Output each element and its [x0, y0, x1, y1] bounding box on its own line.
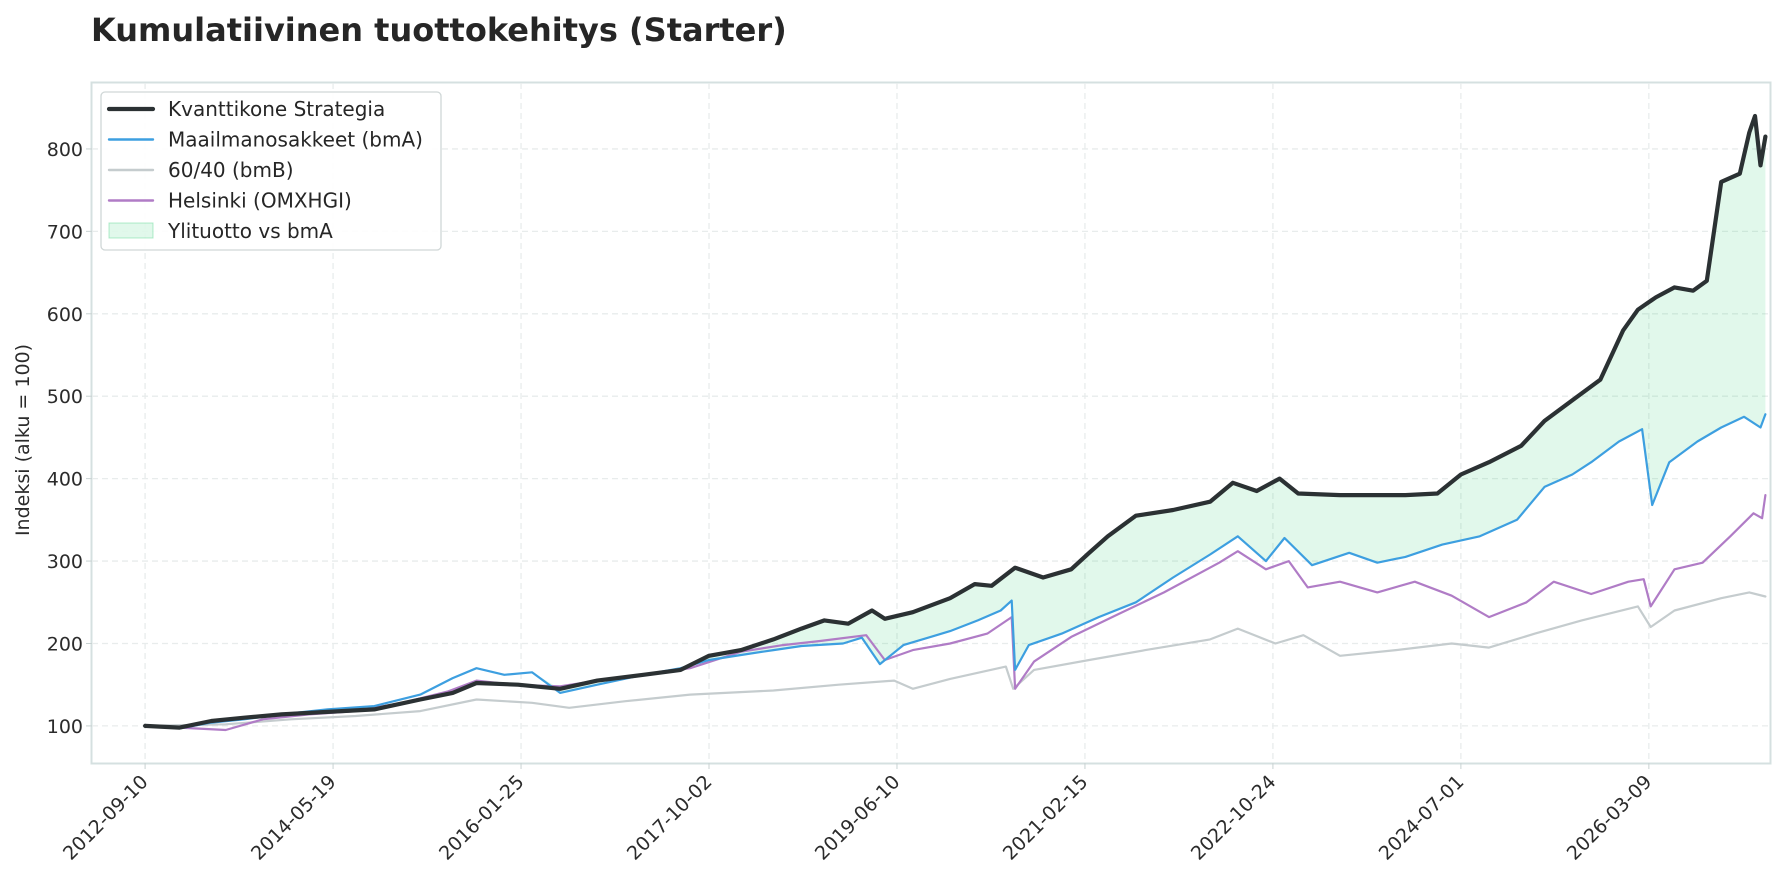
x-tick-label: 2022-10-24	[1187, 771, 1281, 865]
y-tick-label: 400	[47, 469, 83, 491]
y-tick-label: 700	[47, 221, 83, 243]
legend: Kvanttikone Strategia Maailmanosakkeet (b…	[100, 91, 442, 251]
series-line-60-40-bmb	[144, 591, 1767, 728]
legend-label-helsinki-omxhgi: Helsinki (OMXHGI)	[168, 189, 352, 213]
y-axis-label: Indeksi (alku = 100)	[12, 344, 34, 536]
legend-label-kvanttikone-strategia: Kvanttikone Strategia	[168, 97, 385, 121]
x-tick-labels: 2012-09-10 2014-05-19 2016-01-25 2017-10-02…	[59, 763, 1656, 865]
y-tick-label: 100	[47, 716, 83, 738]
y-tick-label: 200	[47, 633, 83, 655]
y-tick-label: 600	[47, 304, 83, 326]
series-line-kvanttikone-strategia	[143, 113, 1768, 730]
x-tick-label: 2021-02-15	[999, 771, 1093, 865]
chart-title: Kumulatiivinen tuottokehitys (Starter)	[91, 11, 787, 49]
y-tick-labels: 100 200 300 400 500 600 700 800	[47, 139, 92, 738]
series-layer	[143, 113, 1768, 732]
x-tick-label: 2012-09-10	[59, 771, 153, 865]
y-tick-label: 300	[47, 551, 83, 573]
legend-label-ylituotto-vs-bma: Ylituotto vs bmA	[167, 219, 333, 243]
legend-box	[100, 91, 442, 251]
legend-swatch-ylituotto-vs-bma	[108, 222, 154, 239]
y-tick-label: 500	[47, 386, 83, 408]
fill-layer	[145, 116, 1766, 729]
legend-label-60-40-bmb: 60/40 (bmB)	[168, 158, 294, 182]
x-tick-label: 2026-03-09	[1563, 771, 1657, 865]
y-tick-label: 800	[47, 139, 83, 161]
x-tick-label: 2016-01-25	[435, 771, 529, 865]
x-tick-label: 2017-10-02	[623, 771, 717, 865]
legend-label-maailmanosakkeet-bma: Maailmanosakkeet (bmA)	[168, 128, 423, 152]
x-tick-label: 2019-06-10	[811, 771, 905, 865]
series-line-maailmanosakkeet-bma	[144, 413, 1767, 730]
excess-return-area	[145, 116, 1766, 729]
x-tick-label: 2024-07-01	[1375, 771, 1469, 865]
x-tick-label: 2014-05-19	[247, 771, 341, 865]
